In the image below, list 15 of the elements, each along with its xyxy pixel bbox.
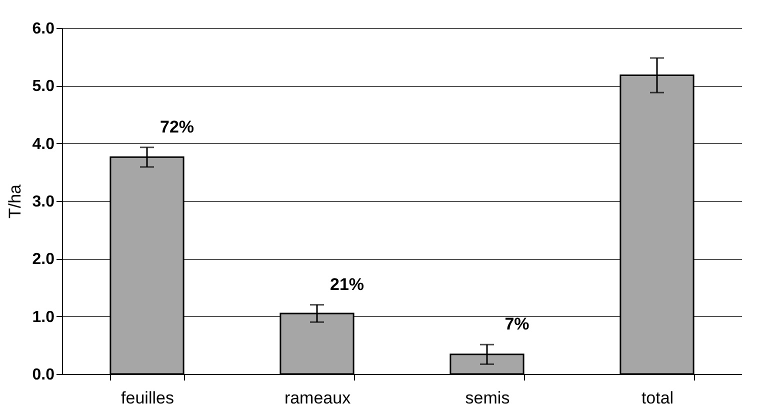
y-tick-label: 5.0 [32,78,55,96]
y-tick-label: 6.0 [32,20,55,38]
y-tick-label: 4.0 [32,136,55,153]
annotation: 7% [504,314,530,334]
y-tick-label: 3.0 [32,194,55,210]
y-tick-label: 0.0 [32,366,55,384]
y-tick-label: 1.0 [32,308,55,326]
annotation: 21% [330,274,364,294]
y-tick-label: 2.0 [32,251,55,268]
x-tick-label: rameaux [284,388,352,408]
x-tick-label: semis [465,388,510,408]
annotation: 72% [160,117,194,136]
y-axis-title: T/ha [5,184,24,219]
x-tick-label: total [641,388,674,408]
x-tick-label: feuilles [121,388,174,408]
